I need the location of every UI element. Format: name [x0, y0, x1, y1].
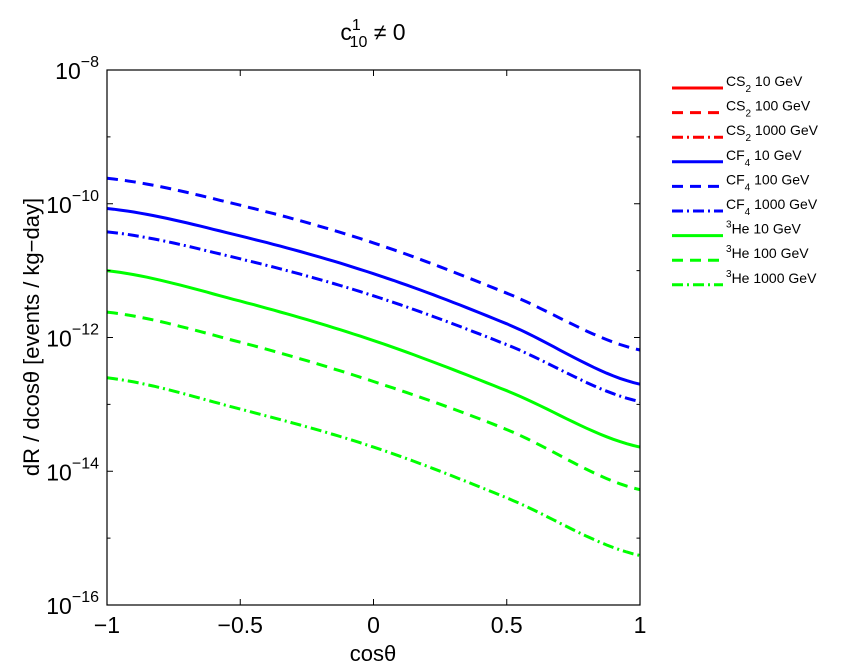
series-line-5	[106, 176, 641, 352]
series-line-8	[106, 310, 641, 492]
plot-curves	[106, 176, 641, 557]
legend-label-2: CS2 100 GeV	[726, 98, 811, 120]
legend-label-9: 3He 1000 GeV	[726, 269, 817, 286]
x-tick-label: 1	[634, 612, 647, 638]
legend-label-7: 3He 10 GeV	[726, 220, 801, 237]
y-tick-label: 10−8	[55, 54, 99, 84]
y-tick-label: 10−16	[46, 589, 99, 619]
legend-label-3: CS2 1000 GeV	[726, 122, 819, 144]
x-tick-label: −0.5	[218, 612, 263, 638]
legend-label-6: CF4 1000 GeV	[726, 196, 818, 218]
series-line-7	[106, 269, 641, 449]
legend-label-1: CS2 10 GeV	[726, 73, 803, 95]
chart-title: c1 10 ≠ 0	[340, 17, 405, 51]
x-tick-label: 0	[367, 612, 380, 638]
y-tick-label: 10−12	[46, 322, 99, 352]
x-tick-label: −1	[94, 612, 120, 638]
y-tick-label: 10−10	[46, 188, 99, 218]
series-line-4	[106, 207, 641, 386]
x-axis-label: cosθ	[350, 641, 396, 666]
series-line-9	[106, 376, 641, 557]
y-axis-label: dR / dcosθ [events / kg−day]	[19, 198, 44, 476]
legend-label-5: CF4 100 GeV	[726, 171, 810, 193]
series-line-6	[106, 230, 641, 404]
legend-label-8: 3He 100 GeV	[726, 244, 809, 261]
legend-label-4: CF4 10 GeV	[726, 147, 802, 169]
axis-ticks: −1 −0.5 0 0.5 1 10−16 10−14 10−12 10−10 10−8	[46, 54, 646, 638]
y-tick-label: 10−14	[46, 455, 99, 485]
x-tick-label: 0.5	[491, 612, 523, 638]
